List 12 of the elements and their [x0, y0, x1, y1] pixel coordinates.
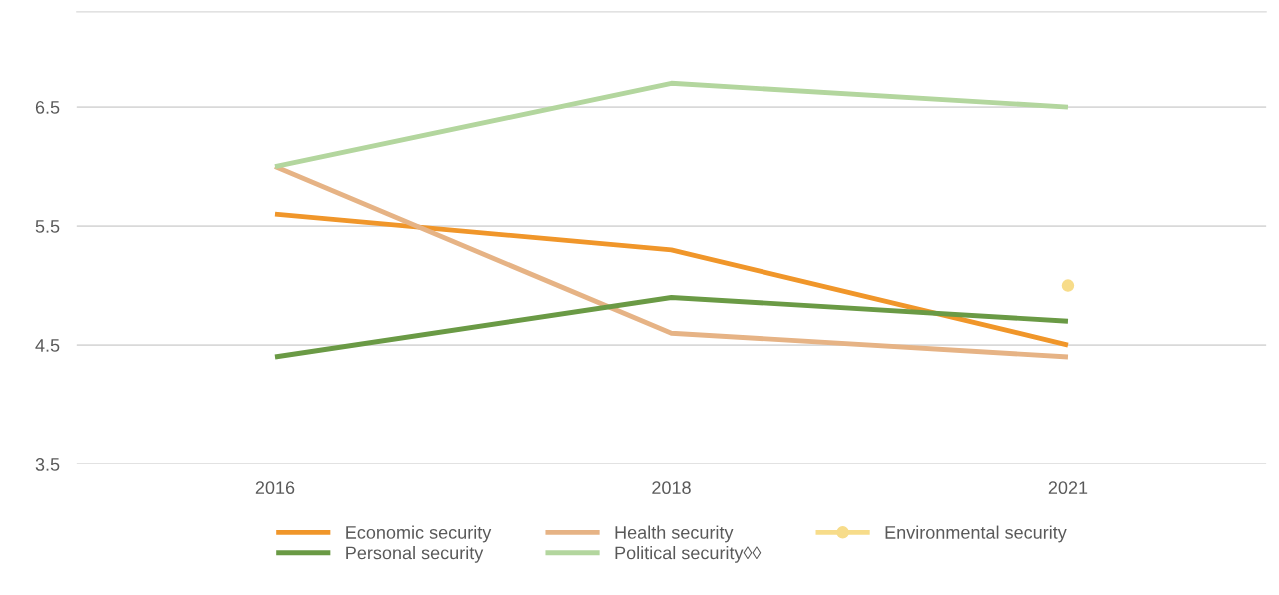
- y-tick-label: 5.5: [35, 220, 60, 233]
- legend-label: Health security: [615, 525, 734, 543]
- x-tick-label: 2021: [1048, 481, 1088, 495]
- legend-label: Personal security: [346, 546, 484, 563]
- legend-label: Political security◊◊: [615, 546, 762, 563]
- y-tick-label: 6.5: [35, 101, 60, 114]
- y-tick-label: 3.5: [35, 458, 60, 471]
- x-tick-label: 2018: [652, 481, 691, 495]
- legend-label: Economic security: [346, 525, 492, 543]
- legend-label: Environmental security: [885, 525, 1067, 543]
- y-tick-label: 4.5: [35, 339, 60, 352]
- x-tick-label: 2016: [255, 481, 295, 495]
